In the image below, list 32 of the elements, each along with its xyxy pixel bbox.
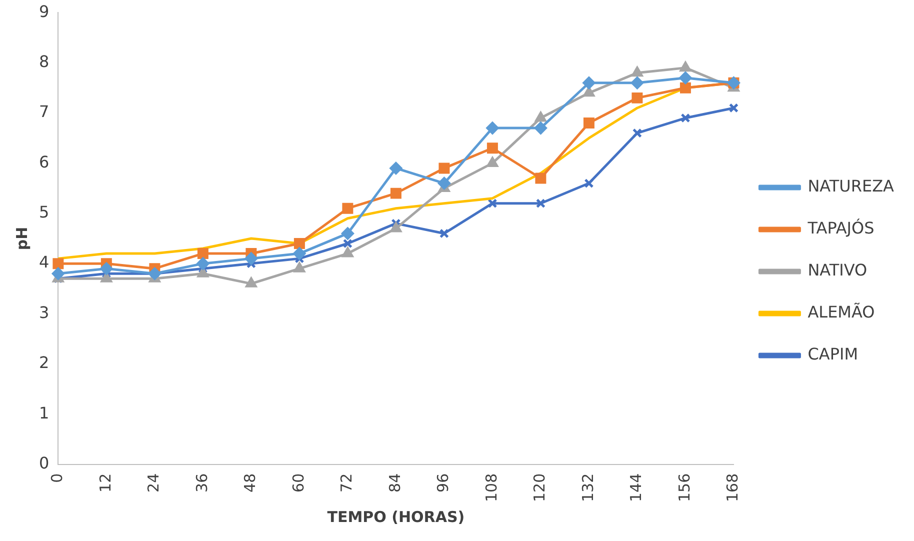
legend-label: TAPAJÓS: [806, 218, 874, 238]
legend-label: ALEMÃO: [808, 302, 875, 322]
x-tick-label: 168: [724, 473, 742, 502]
x-tick-label: 12: [96, 473, 114, 492]
y-tick-label: 8: [38, 52, 50, 71]
x-tick-label: 96: [434, 473, 452, 492]
y-tick-label: 6: [38, 152, 50, 172]
x-axis-title: TEMPO (HORAS): [327, 508, 465, 526]
x-tick-label: 84: [386, 473, 404, 492]
y-axis-title: pH: [12, 226, 31, 250]
y-tick-label: 4: [38, 252, 50, 272]
x-tick-label: 48: [241, 473, 260, 492]
x-tick-label: 132: [578, 473, 597, 502]
y-tick-label: 3: [38, 302, 50, 322]
x-tick-label: 72: [338, 473, 356, 492]
y-tick-label: 0: [38, 454, 50, 473]
x-tick-label: 108: [482, 473, 500, 502]
y-tick-label: 2: [38, 353, 50, 372]
y-tick-label: 5: [38, 202, 50, 222]
y-tick-label: 7: [38, 102, 50, 122]
x-tick-label: 156: [675, 473, 694, 502]
legend-label: NATIVO: [808, 260, 868, 280]
x-tick-label: 144: [627, 473, 646, 502]
y-tick-label: 9: [38, 2, 50, 21]
x-tick-label: 24: [144, 473, 163, 492]
x-tick-label: 36: [192, 473, 211, 492]
legend-label: NATUREZA: [808, 176, 894, 196]
x-tick-label: 0: [48, 473, 66, 483]
x-tick-label: 120: [530, 473, 549, 502]
x-tick-label: 60: [289, 473, 308, 492]
legend-label: CAPIM: [808, 344, 858, 364]
y-tick-label: 1: [38, 403, 50, 422]
